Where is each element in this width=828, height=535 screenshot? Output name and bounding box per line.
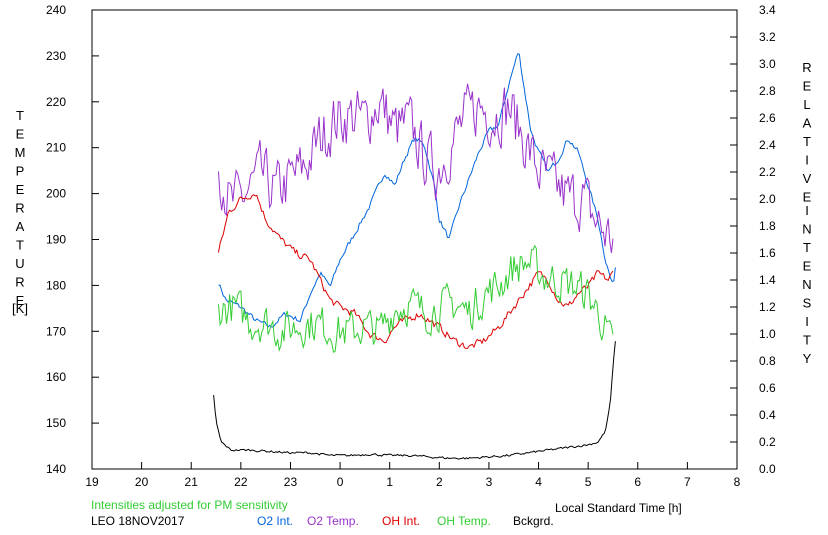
- y-left-tick-label: 160: [46, 370, 66, 384]
- y-right-title-letter: I: [805, 314, 809, 329]
- series-o2-int: [218, 53, 616, 328]
- y-right-tick-label: 2.4: [759, 138, 776, 152]
- y-right-title-letter: E: [803, 190, 812, 205]
- y-right-tick-label: 0.8: [759, 354, 776, 368]
- y-right-tick-label: 1.0: [759, 327, 776, 341]
- y-right-title-letter: R: [802, 60, 811, 75]
- y-left-title-letter: P: [16, 164, 25, 179]
- y-left-tick-label: 140: [46, 462, 66, 476]
- x-tick-label: 2: [436, 475, 443, 489]
- y-right-title-letter: A: [803, 116, 812, 131]
- axis-labels: 19 20 21 22 23 0 1 2 3 4 5 6 7 8140150160170180190200…: [12, 3, 812, 515]
- y-right-title-letter: L: [803, 97, 810, 112]
- x-tick-label: 5: [585, 475, 592, 489]
- y-left-title-letter: E: [16, 182, 25, 197]
- y-left-title-letter: A: [16, 219, 25, 234]
- y-right-title-letter: T: [803, 333, 811, 348]
- y-right-title-letter: T: [803, 240, 811, 255]
- y-left-title-letter: U: [15, 256, 24, 271]
- y-left-title-letter: E: [16, 127, 25, 142]
- y-left-title-letter: R: [15, 275, 24, 290]
- y-left-tick-label: 170: [46, 324, 66, 338]
- y-right-tick-label: 0.6: [759, 381, 776, 395]
- plot-frame: [91, 9, 738, 470]
- y-right-tick-label: 2.6: [759, 111, 776, 125]
- y-right-title-letter: E: [803, 259, 812, 274]
- series-bckgrd: [213, 341, 616, 460]
- y-left-title-letter: T: [16, 108, 24, 123]
- legend-o2-temp: O2 Temp.: [307, 514, 359, 528]
- y-right-tick-label: 1.2: [759, 300, 776, 314]
- y-left-tick-label: 190: [46, 233, 66, 247]
- x-tick-label: 7: [684, 475, 691, 489]
- y-right-tick-label: 2.8: [759, 84, 776, 98]
- y-right-tick-label: 0.0: [759, 462, 776, 476]
- x-tick-label: 3: [486, 475, 493, 489]
- y-right-tick-label: 2.2: [759, 165, 776, 179]
- y-left-title-letter: M: [15, 145, 26, 160]
- x-tick-label: 8: [734, 475, 741, 489]
- axes: [91, 9, 738, 470]
- y-left-tick-label: 200: [46, 187, 66, 201]
- y-left-tick-label: 210: [46, 141, 66, 155]
- legend-oh-temp: OH Temp.: [437, 514, 491, 528]
- y-left-unit: [K]: [12, 301, 28, 316]
- series-oh-int: [218, 194, 614, 349]
- y-right-tick-label: 3.0: [759, 57, 776, 71]
- series-o2-temp: [218, 83, 614, 254]
- y-right-title-letter: V: [803, 171, 812, 186]
- y-left-title-letter: T: [16, 238, 24, 253]
- y-right-title-letter: N: [802, 222, 811, 237]
- x-tick-label: 21: [185, 475, 199, 489]
- station-date: LEO 18NOV2017: [91, 514, 185, 528]
- y-left-tick-label: 240: [46, 3, 66, 17]
- y-left-tick-label: 150: [46, 416, 66, 430]
- sensitivity-note: Intensities adjusted for PM sensitivity: [91, 498, 288, 512]
- x-tick-label: 6: [634, 475, 641, 489]
- x-tick-label: 22: [234, 475, 248, 489]
- y-left-tick-label: 220: [46, 95, 66, 109]
- x-axis-title: Local Standard Time [h]: [555, 501, 682, 515]
- y-left-title-letter: R: [15, 201, 24, 216]
- legend-oh-int: OH Int.: [382, 514, 421, 528]
- y-right-title-letter: T: [803, 134, 811, 149]
- y-right-tick-label: 1.8: [759, 219, 776, 233]
- y-right-tick-label: 0.4: [759, 408, 776, 422]
- y-left-title-letter: E: [16, 293, 25, 308]
- plot-series: [213, 53, 616, 460]
- x-tick-label: 4: [535, 475, 542, 489]
- y-right-title-letter: S: [803, 296, 812, 311]
- y-right-tick-label: 0.2: [759, 435, 776, 449]
- y-right-tick-label: 1.4: [759, 273, 776, 287]
- x-tick-label: 23: [284, 475, 298, 489]
- y-right-tick-label: 3.4: [759, 3, 776, 17]
- y-right-title-letter: N: [802, 277, 811, 292]
- y-right-title-letter: Y: [803, 351, 812, 366]
- y-left-tick-label: 180: [46, 278, 66, 292]
- y-right-tick-label: 3.2: [759, 30, 776, 44]
- legend-background: Bckgrd.: [513, 514, 554, 528]
- x-tick-label: 19: [85, 475, 99, 489]
- x-tick-label: 20: [135, 475, 149, 489]
- x-tick-label: 0: [337, 475, 344, 489]
- y-right-title-letter: I: [805, 203, 809, 218]
- series-oh-temp: [218, 244, 614, 353]
- y-right-title-letter: E: [803, 79, 812, 94]
- y-right-title-letter: I: [805, 153, 809, 168]
- x-tick-label: 1: [386, 475, 393, 489]
- y-left-tick-label: 230: [46, 49, 66, 63]
- y-right-tick-label: 1.6: [759, 246, 776, 260]
- legend-o2-int: O2 Int.: [257, 514, 294, 528]
- y-right-tick-label: 2.0: [759, 192, 776, 206]
